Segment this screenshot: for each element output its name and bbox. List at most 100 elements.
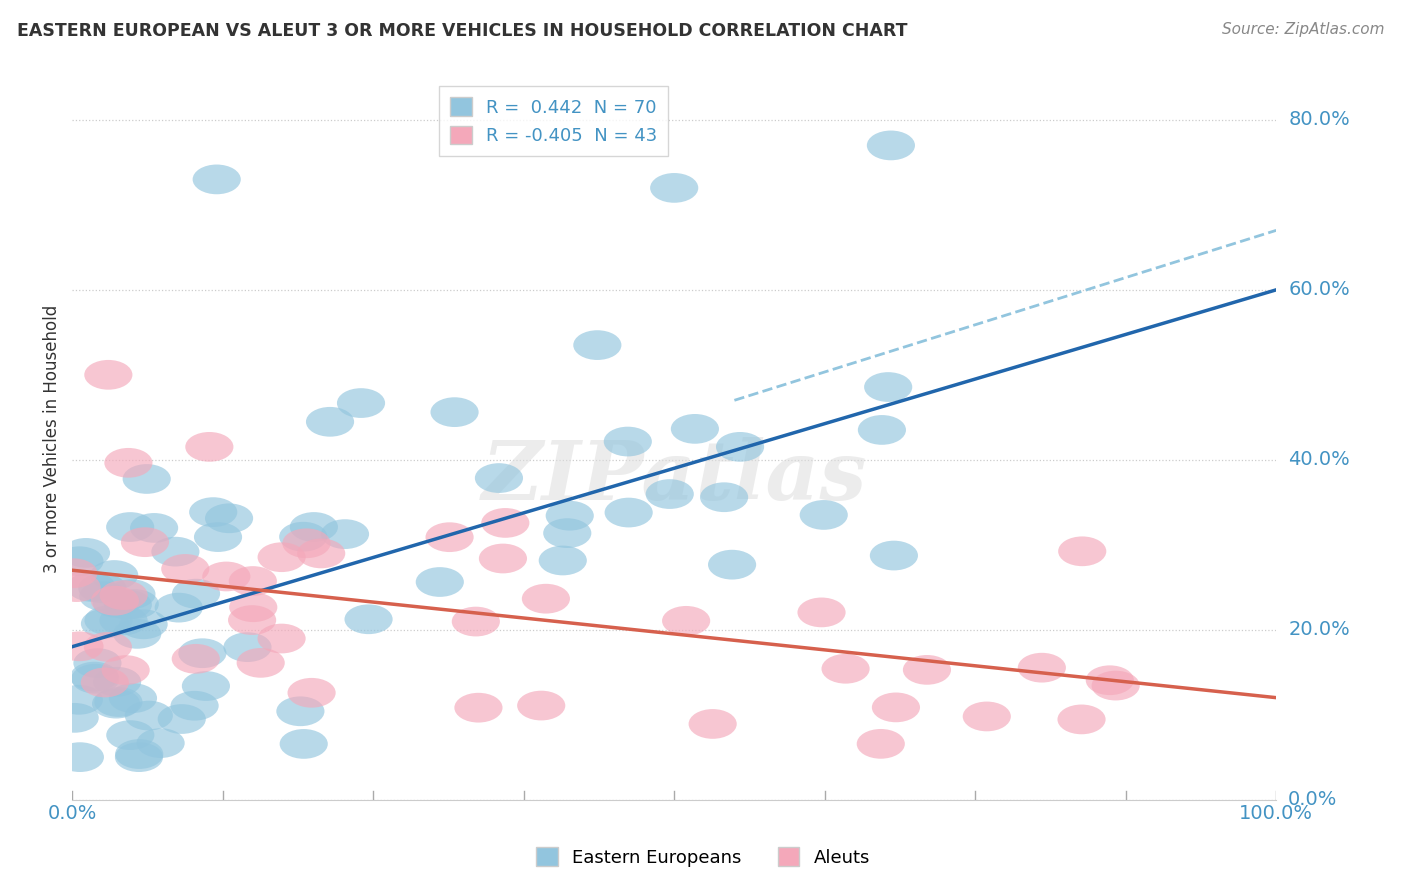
Ellipse shape bbox=[108, 683, 157, 713]
Ellipse shape bbox=[170, 691, 219, 721]
Ellipse shape bbox=[51, 703, 98, 732]
Ellipse shape bbox=[821, 654, 870, 683]
Ellipse shape bbox=[522, 584, 569, 614]
Ellipse shape bbox=[290, 512, 337, 541]
Ellipse shape bbox=[80, 667, 129, 698]
Ellipse shape bbox=[104, 448, 152, 478]
Ellipse shape bbox=[416, 567, 464, 597]
Ellipse shape bbox=[1085, 665, 1133, 695]
Ellipse shape bbox=[662, 606, 710, 636]
Ellipse shape bbox=[55, 632, 104, 661]
Ellipse shape bbox=[605, 498, 652, 527]
Ellipse shape bbox=[179, 639, 226, 668]
Ellipse shape bbox=[72, 664, 120, 694]
Ellipse shape bbox=[426, 523, 474, 552]
Ellipse shape bbox=[451, 607, 501, 636]
Ellipse shape bbox=[186, 432, 233, 462]
Ellipse shape bbox=[90, 560, 138, 590]
Ellipse shape bbox=[136, 728, 184, 758]
Ellipse shape bbox=[481, 508, 530, 538]
Ellipse shape bbox=[91, 586, 139, 615]
Ellipse shape bbox=[190, 497, 238, 527]
Ellipse shape bbox=[297, 539, 346, 568]
Ellipse shape bbox=[574, 330, 621, 360]
Ellipse shape bbox=[650, 173, 699, 202]
Ellipse shape bbox=[700, 483, 748, 512]
Ellipse shape bbox=[122, 464, 170, 494]
Ellipse shape bbox=[181, 671, 231, 701]
Ellipse shape bbox=[430, 397, 478, 427]
Ellipse shape bbox=[129, 513, 179, 543]
Text: 20.0%: 20.0% bbox=[1288, 620, 1350, 640]
Ellipse shape bbox=[277, 697, 325, 726]
Ellipse shape bbox=[475, 463, 523, 493]
Ellipse shape bbox=[800, 500, 848, 530]
Ellipse shape bbox=[79, 574, 127, 603]
Ellipse shape bbox=[155, 593, 202, 623]
Ellipse shape bbox=[205, 503, 253, 533]
Ellipse shape bbox=[100, 580, 148, 610]
Ellipse shape bbox=[105, 512, 155, 541]
Ellipse shape bbox=[868, 130, 915, 161]
Ellipse shape bbox=[716, 432, 763, 462]
Ellipse shape bbox=[224, 632, 271, 662]
Ellipse shape bbox=[321, 519, 370, 549]
Ellipse shape bbox=[121, 527, 169, 557]
Ellipse shape bbox=[157, 704, 205, 734]
Text: Source: ZipAtlas.com: Source: ZipAtlas.com bbox=[1222, 22, 1385, 37]
Text: ZIPatlas: ZIPatlas bbox=[481, 437, 868, 516]
Ellipse shape bbox=[603, 426, 652, 457]
Text: 0.0%: 0.0% bbox=[1288, 790, 1337, 809]
Ellipse shape bbox=[517, 690, 565, 721]
Ellipse shape bbox=[856, 729, 905, 759]
Ellipse shape bbox=[52, 573, 101, 602]
Ellipse shape bbox=[257, 624, 305, 654]
Ellipse shape bbox=[62, 538, 110, 568]
Ellipse shape bbox=[1057, 705, 1105, 734]
Ellipse shape bbox=[162, 554, 209, 583]
Ellipse shape bbox=[689, 709, 737, 739]
Ellipse shape bbox=[797, 598, 845, 627]
Ellipse shape bbox=[55, 547, 104, 576]
Ellipse shape bbox=[49, 558, 97, 588]
Ellipse shape bbox=[172, 644, 219, 673]
Ellipse shape bbox=[454, 693, 502, 723]
Ellipse shape bbox=[172, 579, 221, 608]
Ellipse shape bbox=[337, 388, 385, 418]
Ellipse shape bbox=[280, 729, 328, 759]
Ellipse shape bbox=[287, 678, 336, 707]
Ellipse shape bbox=[93, 588, 141, 617]
Ellipse shape bbox=[858, 415, 905, 445]
Ellipse shape bbox=[645, 479, 693, 509]
Text: 40.0%: 40.0% bbox=[1288, 450, 1350, 469]
Ellipse shape bbox=[307, 407, 354, 437]
Ellipse shape bbox=[865, 372, 912, 402]
Text: 80.0%: 80.0% bbox=[1288, 111, 1350, 129]
Ellipse shape bbox=[283, 528, 330, 558]
Ellipse shape bbox=[236, 648, 285, 678]
Ellipse shape bbox=[228, 605, 276, 635]
Ellipse shape bbox=[104, 590, 152, 620]
Ellipse shape bbox=[100, 606, 148, 635]
Ellipse shape bbox=[193, 164, 240, 194]
Ellipse shape bbox=[70, 662, 118, 691]
Ellipse shape bbox=[125, 701, 173, 731]
Ellipse shape bbox=[120, 609, 167, 640]
Ellipse shape bbox=[115, 742, 163, 772]
Ellipse shape bbox=[112, 619, 162, 648]
Y-axis label: 3 or more Vehicles in Household: 3 or more Vehicles in Household bbox=[44, 304, 60, 573]
Ellipse shape bbox=[115, 739, 163, 769]
Ellipse shape bbox=[1018, 653, 1066, 682]
Ellipse shape bbox=[67, 572, 115, 602]
Legend: R =  0.442  N = 70, R = -0.405  N = 43: R = 0.442 N = 70, R = -0.405 N = 43 bbox=[439, 87, 668, 156]
Ellipse shape bbox=[111, 590, 159, 619]
Ellipse shape bbox=[1091, 671, 1140, 700]
Ellipse shape bbox=[671, 414, 718, 443]
Ellipse shape bbox=[709, 549, 756, 580]
Ellipse shape bbox=[344, 605, 392, 634]
Ellipse shape bbox=[107, 579, 156, 609]
Ellipse shape bbox=[84, 632, 132, 662]
Ellipse shape bbox=[202, 562, 250, 591]
Ellipse shape bbox=[91, 689, 141, 719]
Ellipse shape bbox=[73, 648, 121, 678]
